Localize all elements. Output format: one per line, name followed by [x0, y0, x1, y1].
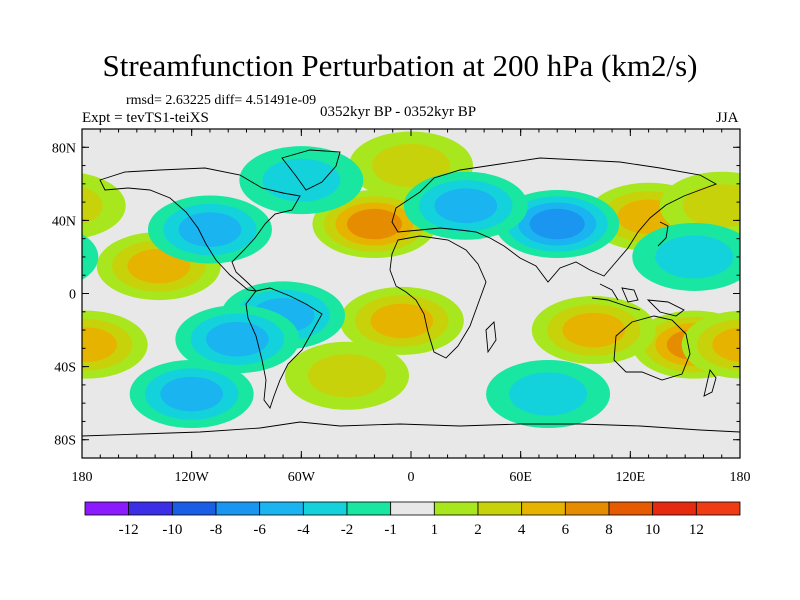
- contour-band: [346, 208, 402, 240]
- colorbar-swatch: [608, 501, 654, 516]
- contour-band: [655, 235, 734, 279]
- stats-label: rmsd= 2.63225 diff= 4.51491e-09: [126, 93, 317, 108]
- colorbar-swatch: [302, 501, 348, 516]
- axes: 180 120W 60W 0 60E 120E 180 80N 40N 0 40S 80S: [52, 129, 751, 485]
- x-tick-label: 180: [72, 470, 93, 485]
- contour-band: [372, 144, 450, 188]
- colorbar-label: -4: [297, 522, 310, 538]
- colorbar-label: -10: [162, 522, 182, 538]
- x-tick-label: 0: [408, 470, 415, 485]
- colorbar-swatch: [215, 501, 261, 516]
- colorbar-label: 6: [562, 522, 570, 538]
- colorbar-label: -8: [210, 522, 223, 538]
- colorbar-swatch: [521, 501, 566, 516]
- colorbar-swatch: [128, 501, 173, 516]
- x-tick-label: 120W: [175, 470, 210, 485]
- contour-band: [308, 354, 387, 398]
- y-tick-label: 40S: [54, 361, 76, 376]
- contour-band: [509, 372, 588, 416]
- contour-band: [788, 360, 800, 428]
- colorbar-swatch: [346, 501, 392, 516]
- x-tick-label: 60W: [288, 470, 316, 485]
- contour-band: [785, 249, 800, 284]
- colorbar-swatch: [695, 501, 741, 516]
- contour-band: [770, 240, 800, 291]
- y-tick-label: 40N: [52, 214, 76, 229]
- colorbar-label: 2: [474, 522, 482, 538]
- period-label: 0352kyr BP - 0352kyr BP: [320, 104, 477, 120]
- x-tick-label: 180: [730, 470, 751, 485]
- contour-band: [0, 191, 37, 242]
- colorbar-label: -2: [341, 522, 354, 538]
- colorbar-label: 4: [518, 522, 526, 538]
- colorbar-label: -1: [384, 522, 397, 538]
- contour-band: [697, 319, 740, 371]
- y-tick-label: 80N: [52, 141, 76, 156]
- colorbar-label: -12: [119, 522, 139, 538]
- contour-band: [82, 186, 103, 225]
- contour-band: [0, 183, 53, 251]
- colorbar-label: 1: [431, 522, 439, 538]
- contour-band: [562, 312, 626, 348]
- contour-band: [370, 303, 434, 339]
- contour-band: [206, 321, 269, 357]
- y-tick-label: 80S: [54, 434, 76, 449]
- contour-band: [82, 327, 117, 363]
- experiment-label: Expt = tevTS1-teiXS: [82, 110, 209, 126]
- colorbar-swatch: [390, 501, 435, 516]
- y-tick-label: 0: [69, 288, 76, 303]
- contour-band: [82, 233, 99, 280]
- colorbar-label: 12: [689, 522, 704, 538]
- colorbar-label: 10: [645, 522, 660, 538]
- coastlines: [82, 149, 740, 437]
- contour-band: [682, 184, 740, 228]
- x-tick-label: 120E: [616, 470, 646, 485]
- colorbar-swatch: [433, 501, 479, 516]
- contour-band: [9, 329, 64, 360]
- colorbar-swatch: [171, 501, 217, 516]
- contour-band: [82, 173, 126, 239]
- contour-band: [178, 212, 242, 247]
- contour-field: [0, 131, 800, 429]
- season-label: JJA: [716, 110, 739, 126]
- contour-band: [262, 158, 341, 202]
- colorbar: -12 -10 -8 -6 -4 -2 -1 1 2 4 6 8 10 12: [84, 501, 741, 538]
- x-tick-label: 60E: [509, 470, 532, 485]
- colorbar-swatch: [477, 501, 523, 516]
- contour-band: [0, 235, 75, 278]
- colorbar-swatch: [84, 501, 130, 516]
- colorbar-swatch: [652, 501, 697, 516]
- colorbar-swatch: [564, 501, 610, 516]
- chart-title: Streamfunction Perturbation at 200 hPa (…: [102, 48, 698, 83]
- contour-band: [755, 232, 800, 300]
- colorbar-label: -6: [253, 522, 266, 538]
- contour-band: [0, 199, 22, 234]
- contour-band: [160, 376, 224, 412]
- colorbar-swatch: [259, 501, 304, 516]
- contour-band: [712, 327, 740, 362]
- contour-band: [529, 208, 585, 240]
- contour-band: [127, 248, 191, 284]
- colorbar-label: 8: [605, 522, 613, 538]
- contour-band: [434, 188, 498, 224]
